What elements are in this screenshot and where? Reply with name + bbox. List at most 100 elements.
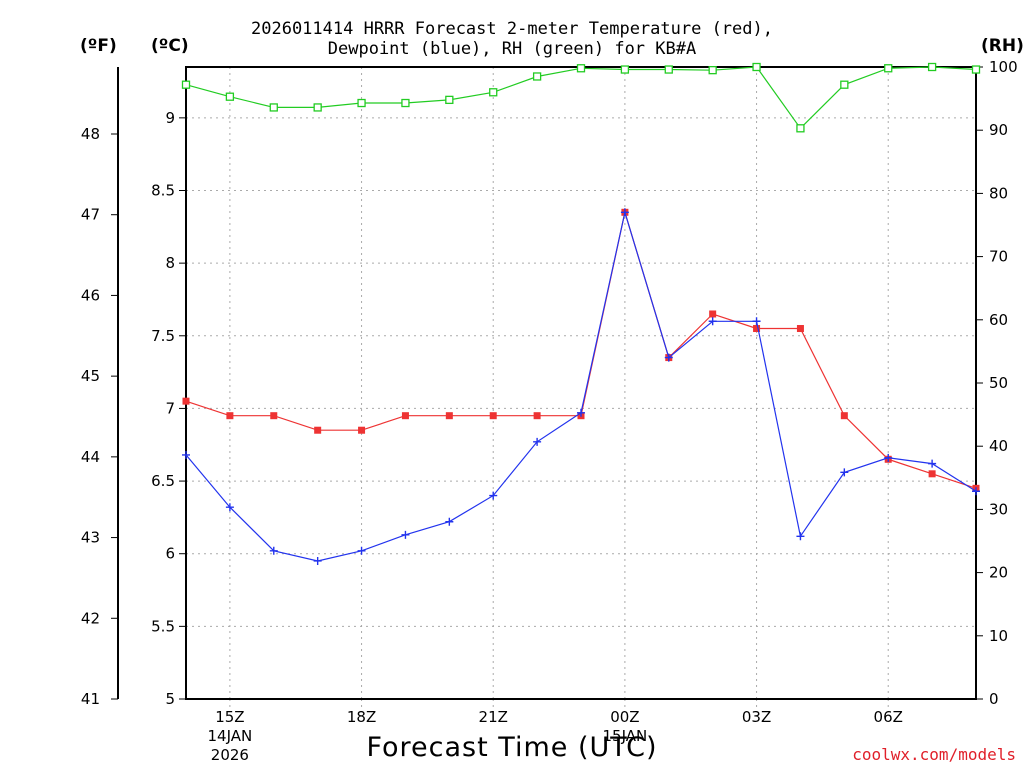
dewpoint-point — [664, 353, 673, 362]
rh-tick-label: 40 — [989, 437, 1008, 455]
temperature-point — [489, 412, 497, 420]
dewpoint-point — [708, 317, 717, 326]
temperature-point — [358, 426, 366, 434]
dewpoint-point — [269, 546, 278, 555]
dewpoint-point — [577, 408, 585, 417]
celsius-tick-label: 5 — [165, 690, 175, 708]
rh-point — [532, 72, 542, 81]
time-tick-label: 21Z — [479, 708, 508, 726]
dewpoint-point — [796, 532, 805, 541]
rh-point — [664, 65, 673, 74]
temperature-point — [840, 412, 848, 420]
fahrenheit-tick-label: 47 — [81, 206, 100, 224]
celsius-tick-label: 7.5 — [151, 327, 175, 345]
rh-point — [576, 64, 586, 73]
time-tick-date: 15JAN — [603, 727, 648, 745]
plot-frame — [185, 66, 977, 700]
temperature-point — [182, 397, 190, 405]
temperature-point — [445, 412, 453, 420]
rh-point — [927, 62, 937, 72]
dewpoint-point — [752, 317, 761, 326]
dewpoint-point — [840, 468, 849, 477]
dewpoint-point — [357, 546, 366, 555]
time-tick-label: 06Z — [874, 708, 903, 726]
dewpoint-point — [313, 556, 322, 565]
temperature-point — [226, 412, 234, 420]
chart-axes: 5 5.5 6 6.5 7 7.5 8 8.5 9 41 42 43 44 45 46 47 48 0 10 20 30… — [81, 58, 1018, 764]
temperature-point — [709, 310, 717, 318]
rh-point — [269, 103, 278, 112]
temperature-point — [314, 426, 322, 434]
temperature-line — [185, 209, 977, 489]
rh-tick-label: 50 — [989, 374, 1008, 392]
time-tick-label: 15Z — [215, 708, 244, 726]
celsius-tick-label: 8.5 — [151, 181, 175, 199]
rh-point — [445, 95, 454, 105]
time-tick-date: 2026 — [211, 746, 249, 764]
fahrenheit-tick-label: 45 — [81, 367, 100, 385]
chart-title-line1: 2026011414 HRRR Forecast 2-meter Tempera… — [251, 19, 773, 39]
rh-point — [225, 92, 235, 101]
dewpoint-point — [182, 450, 190, 459]
rh-tick-label: 30 — [989, 500, 1008, 518]
dewpoint-point — [928, 459, 937, 468]
fahrenheit-tick-label: 42 — [81, 609, 100, 627]
chart-grid — [186, 67, 976, 708]
rh-point — [796, 124, 805, 133]
rh-point — [357, 98, 366, 108]
rh-point — [489, 88, 498, 97]
dewpoint-point — [533, 437, 542, 446]
rh-point — [971, 65, 981, 74]
celsius-tick-label: 9 — [165, 109, 175, 127]
dewpoint-point — [401, 530, 410, 539]
dewpoint-point — [620, 208, 629, 217]
celsius-tick-label: 8 — [165, 254, 175, 272]
fahrenheit-tick-label: 44 — [81, 448, 100, 466]
dewpoint-point — [225, 503, 234, 512]
rh-point — [840, 80, 849, 89]
rh-point — [708, 66, 717, 75]
rh-point — [752, 62, 761, 72]
rh-point — [401, 98, 410, 108]
time-tick-label: 03Z — [742, 708, 771, 726]
fahrenheit-unit-label: (ºF) — [80, 36, 117, 56]
rh-line — [185, 66, 977, 130]
rh-tick-label: 60 — [989, 311, 1008, 329]
rh-unit-label: (RH) — [981, 36, 1024, 56]
dewpoint-point — [445, 517, 454, 526]
source-credit[interactable]: coolwx.com/models — [852, 745, 1016, 764]
time-tick-date: 14JAN — [208, 727, 253, 745]
celsius-tick-label: 7 — [165, 399, 175, 417]
celsius-tick-label: 6 — [165, 545, 175, 563]
celsius-tick-label: 5.5 — [151, 617, 175, 635]
temperature-point — [928, 470, 936, 478]
rh-point — [620, 65, 630, 74]
fahrenheit-tick-label: 41 — [81, 690, 100, 708]
rh-tick-label: 20 — [989, 564, 1008, 582]
rh-point — [181, 80, 191, 89]
rh-tick-label: 70 — [989, 248, 1008, 266]
rh-tick-label: 90 — [989, 121, 1008, 139]
celsius-unit-label: (ºC) — [151, 36, 189, 56]
temperature-point — [270, 412, 278, 420]
fahrenheit-tick-label: 48 — [81, 125, 100, 143]
fahrenheit-tick-label: 46 — [81, 286, 100, 304]
chart-series — [181, 62, 981, 565]
temperature-point — [401, 412, 409, 420]
temperature-point — [753, 325, 761, 333]
chart-title-line2: Dewpoint (blue), RH (green) for KB#A — [327, 39, 697, 59]
dewpoint-point — [884, 453, 893, 462]
rh-tick-label: 0 — [989, 690, 999, 708]
rh-tick-label: 80 — [989, 184, 1008, 202]
dewpoint-point — [972, 487, 980, 496]
time-tick-label: 00Z — [610, 708, 639, 726]
dewpoint-point — [489, 491, 498, 500]
rh-tick-label: 10 — [989, 627, 1008, 645]
temperature-point — [796, 325, 804, 333]
rh-tick-label: 100 — [989, 58, 1018, 76]
dewpoint-line — [185, 209, 977, 562]
x-axis-title: Forecast Time (UTC) — [366, 732, 658, 763]
fahrenheit-tick-label: 43 — [81, 529, 100, 547]
rh-point — [884, 64, 893, 73]
